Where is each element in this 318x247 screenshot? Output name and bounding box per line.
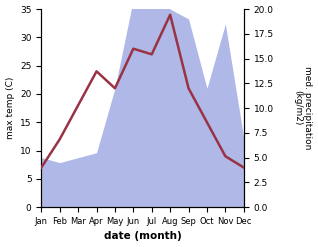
- X-axis label: date (month): date (month): [104, 231, 181, 242]
- Y-axis label: med. precipitation
(kg/m2): med. precipitation (kg/m2): [293, 66, 313, 150]
- Y-axis label: max temp (C): max temp (C): [5, 77, 15, 139]
